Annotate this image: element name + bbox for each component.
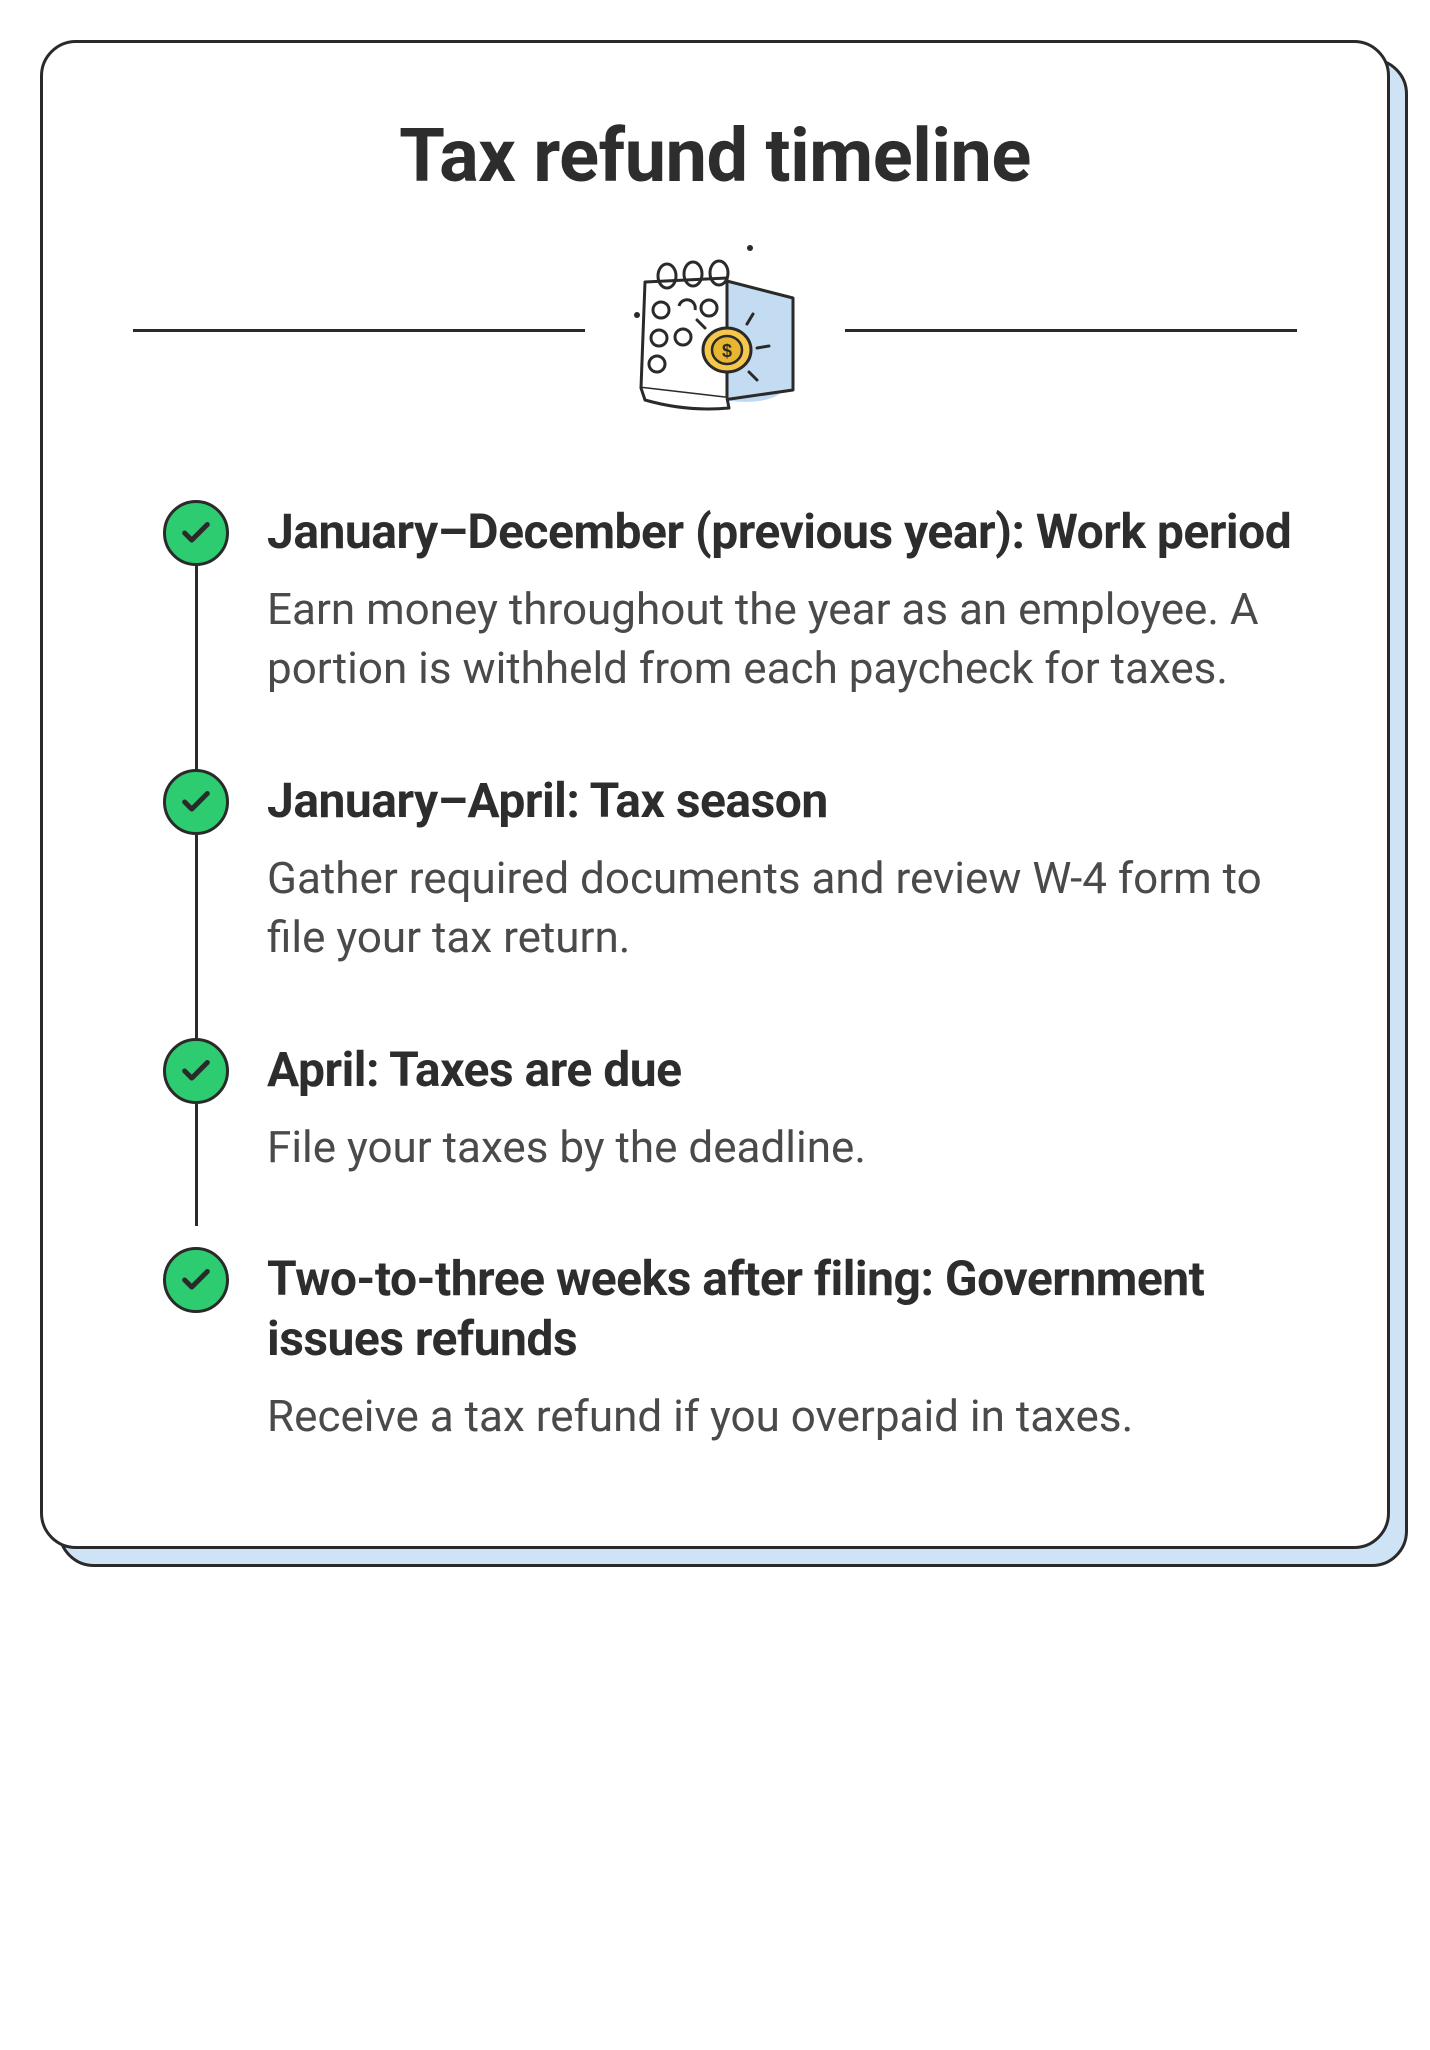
timeline-step: January–April: Tax season Gather require…: [163, 769, 1297, 968]
divider: $: [133, 240, 1297, 420]
step-desc: Earn money throughout the year as an emp…: [267, 580, 1297, 699]
timeline-step: April: Taxes are due File your taxes by …: [163, 1038, 1297, 1177]
step-title: Two-to-three weeks after filing: Governm…: [267, 1249, 1297, 1369]
step-content: April: Taxes are due File your taxes by …: [267, 1038, 1297, 1177]
timeline-card: Tax refund timeline: [40, 40, 1390, 1549]
step-content: January–April: Tax season Gather require…: [267, 769, 1297, 968]
step-title: January–December (previous year): Work p…: [267, 502, 1297, 562]
page-title: Tax refund timeline: [133, 113, 1297, 200]
check-icon: [163, 769, 229, 835]
check-icon: [163, 1247, 229, 1313]
step-content: Two-to-three weeks after filing: Governm…: [267, 1247, 1297, 1446]
check-icon: [163, 500, 229, 566]
step-desc: Gather required documents and review W-4…: [267, 849, 1297, 968]
step-desc: Receive a tax refund if you overpaid in …: [267, 1387, 1297, 1446]
calendar-coin-icon: $: [605, 240, 825, 420]
timeline: January–December (previous year): Work p…: [133, 500, 1297, 1446]
timeline-step: Two-to-three weeks after filing: Governm…: [163, 1247, 1297, 1446]
step-desc: File your taxes by the deadline.: [267, 1118, 1297, 1177]
timeline-step: January–December (previous year): Work p…: [163, 500, 1297, 699]
svg-text:$: $: [722, 341, 732, 361]
step-title: April: Taxes are due: [267, 1040, 1297, 1100]
check-icon: [163, 1038, 229, 1104]
step-content: January–December (previous year): Work p…: [267, 500, 1297, 699]
divider-line-left: [133, 329, 585, 332]
step-title: January–April: Tax season: [267, 771, 1297, 831]
divider-line-right: [845, 329, 1297, 332]
card-body: Tax refund timeline: [40, 40, 1390, 1549]
